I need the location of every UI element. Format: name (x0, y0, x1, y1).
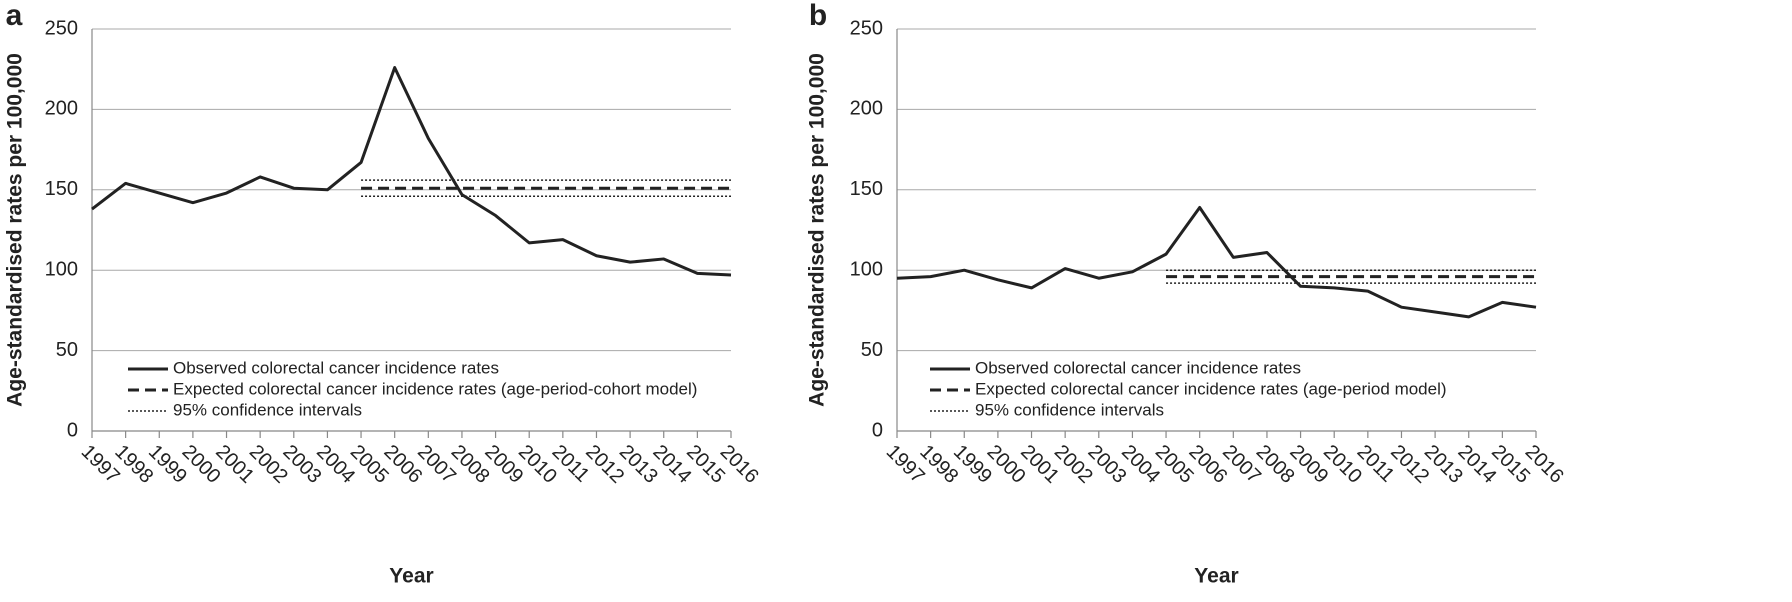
y-tick-label: 200 (850, 98, 883, 120)
x-tick-label: 2003 (279, 441, 326, 488)
x-tick-label: 2007 (1218, 441, 1265, 488)
x-tick-label: 1998 (915, 441, 962, 488)
x-tick-label: 2013 (1420, 441, 1467, 488)
data-line (91, 66, 732, 277)
x-tick-label: 1998 (110, 441, 157, 488)
x-tick-label: 2003 (1084, 441, 1131, 488)
x-tick-label: 2008 (447, 441, 494, 488)
x-tick-label: 2008 (1252, 441, 1299, 488)
x-tick-label: 2002 (1050, 441, 1097, 488)
legend-label: Observed colorectal cancer incidence rat… (173, 358, 499, 377)
x-tick-label: 2009 (480, 441, 527, 488)
x-tick-label: 2007 (413, 441, 460, 488)
x-tick-label: 2005 (1151, 441, 1198, 488)
x-tick-label: 2015 (1487, 441, 1534, 488)
panel-label: a (6, 0, 23, 32)
x-tick-label: 2015 (682, 441, 729, 488)
x-axis-title: Year (389, 565, 433, 588)
y-tick-label: 150 (850, 178, 883, 200)
x-tick-label: 2014 (648, 441, 695, 488)
x-tick-label: 2013 (615, 441, 662, 488)
y-axis-title: Age-standardised rates per 100,000 (806, 53, 829, 407)
y-tick-label: 250 (850, 17, 883, 39)
x-tick-label: 2016 (1521, 441, 1568, 488)
x-tick-label: 2006 (1184, 441, 1231, 488)
x-tick-label: 2006 (379, 441, 426, 488)
x-tick-label: 2009 (1285, 441, 1332, 488)
y-tick-label: 50 (56, 339, 78, 361)
x-tick-label: 2012 (1386, 441, 1433, 488)
x-tick-label: 2001 (211, 441, 258, 488)
y-tick-label: 100 (850, 258, 883, 280)
x-tick-label: 2012 (581, 441, 628, 488)
legend-label: Observed colorectal cancer incidence rat… (975, 358, 1301, 377)
x-tick-label: 1997 (882, 441, 929, 488)
x-tick-label: 2000 (983, 441, 1030, 488)
x-tick-label: 2011 (548, 441, 594, 487)
legend-label: 95% confidence intervals (173, 400, 362, 419)
x-tick-label: 1997 (77, 441, 124, 488)
y-axis-title: Age-standardised rates per 100,000 (4, 53, 27, 407)
x-tick-label: 2014 (1453, 441, 1500, 488)
x-tick-label: 2011 (1353, 441, 1399, 487)
y-tick-label: 150 (45, 178, 78, 200)
x-tick-label: 2002 (245, 441, 292, 488)
y-tick-label: 0 (67, 419, 78, 441)
x-tick-label: 2016 (716, 441, 763, 488)
x-tick-label: 2005 (346, 441, 393, 488)
x-tick-label: 2010 (514, 441, 561, 488)
x-tick-label: 1999 (949, 441, 996, 488)
x-tick-label: 1999 (144, 441, 191, 488)
panel-label: b (809, 0, 827, 32)
y-tick-label: 0 (872, 419, 883, 441)
data-line (896, 205, 1537, 319)
y-tick-label: 100 (45, 258, 78, 280)
x-tick-label: 2004 (312, 441, 359, 488)
x-tick-label: 2010 (1319, 441, 1366, 488)
legend-label: Expected colorectal cancer incidence rat… (173, 379, 697, 398)
y-tick-label: 200 (45, 98, 78, 120)
x-tick-label: 2004 (1117, 441, 1164, 488)
legend-label: Expected colorectal cancer incidence rat… (975, 379, 1447, 398)
y-tick-label: 50 (861, 339, 883, 361)
legend-label: 95% confidence intervals (975, 400, 1164, 419)
y-tick-label: 250 (45, 17, 78, 39)
x-tick-label: 2001 (1016, 441, 1063, 488)
x-axis-title: Year (1194, 565, 1238, 588)
x-tick-label: 2000 (178, 441, 225, 488)
